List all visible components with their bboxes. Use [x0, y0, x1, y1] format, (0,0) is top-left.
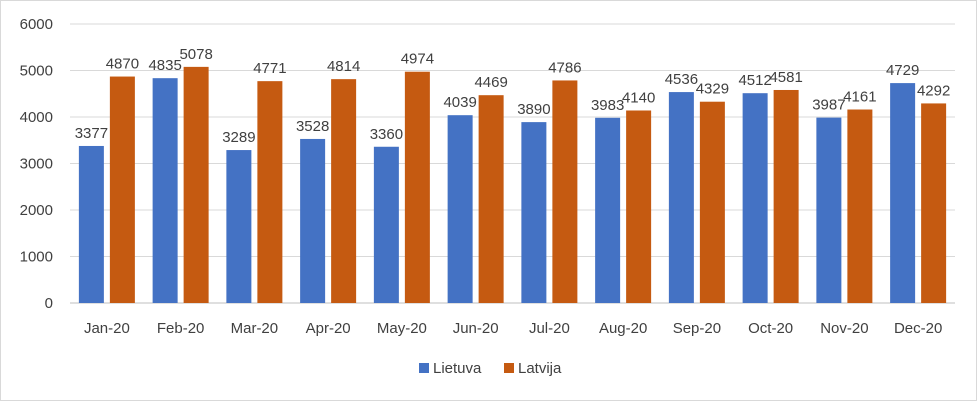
bar-latvija-feb-20 [183, 66, 209, 303]
y-axis-tick-labels: 0 1000 2000 3000 4000 5000 6000 [20, 16, 53, 312]
bar-lietuva-jul-20 [521, 122, 547, 304]
y-tick-label: 3000 [20, 156, 53, 173]
x-tick-label: Jul-20 [529, 320, 570, 337]
x-tick-label: Apr-20 [306, 320, 351, 337]
bar-lietuva-sep-20 [668, 92, 694, 304]
data-label: 4974 [401, 51, 434, 68]
x-tick-label: Nov-20 [820, 320, 868, 337]
x-tick-label: Feb-20 [157, 320, 205, 337]
bar-latvija-aug-20 [626, 110, 652, 304]
data-label: 4161 [843, 89, 876, 106]
legend-swatch-lietuva [419, 363, 429, 373]
bar-lietuva-may-20 [373, 146, 399, 303]
y-tick-label: 5000 [20, 63, 53, 80]
x-tick-label: Jan-20 [84, 320, 130, 337]
bar-latvija-apr-20 [331, 79, 357, 303]
legend-swatch-latvija [504, 363, 514, 373]
bar-latvija-oct-20 [773, 89, 799, 304]
data-label: 3360 [370, 126, 403, 143]
gridlines [70, 23, 955, 304]
data-label: 5078 [179, 46, 212, 63]
data-label: 4729 [886, 62, 919, 79]
data-label: 4771 [253, 60, 286, 77]
data-label: 4835 [148, 57, 181, 74]
data-label: 3289 [222, 129, 255, 146]
x-tick-label: Mar-20 [231, 320, 279, 337]
data-label: 4469 [474, 74, 507, 91]
data-label: 4329 [696, 81, 729, 98]
bar-lietuva-dec-20 [890, 83, 916, 303]
bar-lietuva-oct-20 [742, 93, 768, 303]
bar-latvija-jul-20 [552, 80, 578, 304]
data-label: 4039 [443, 94, 476, 111]
bar-latvija-may-20 [404, 71, 430, 303]
bar-latvija-jun-20 [478, 95, 504, 303]
legend-label-lietuva: Lietuva [433, 360, 482, 377]
x-tick-label: May-20 [377, 320, 427, 337]
bar-lietuva-jan-20 [78, 145, 104, 303]
x-tick-label: Aug-20 [599, 320, 647, 337]
data-label: 4512 [738, 72, 771, 89]
legend: Lietuva Latvija [419, 360, 562, 377]
data-label: 3983 [591, 97, 624, 114]
data-label: 3528 [296, 118, 329, 135]
legend-label-latvija: Latvija [518, 360, 562, 377]
bar-lietuva-nov-20 [816, 117, 842, 304]
data-label: 4536 [665, 71, 698, 88]
x-tick-label: Sep-20 [673, 320, 721, 337]
bar-lietuva-apr-20 [300, 138, 326, 303]
bar-latvija-mar-20 [257, 81, 283, 303]
data-label: 4581 [769, 69, 802, 86]
bar-latvija-dec-20 [921, 103, 947, 303]
data-label: 3890 [517, 101, 550, 118]
data-label: 3987 [812, 97, 845, 114]
bar-latvija-nov-20 [847, 109, 873, 304]
data-label: 4786 [548, 59, 581, 76]
bar-latvija-sep-20 [699, 101, 725, 303]
data-label: 4292 [917, 82, 950, 99]
data-label: 4140 [622, 89, 655, 106]
y-tick-label: 2000 [20, 202, 53, 219]
bar-lietuva-mar-20 [226, 150, 252, 303]
y-tick-label: 1000 [20, 249, 53, 266]
bar-lietuva-feb-20 [152, 78, 178, 303]
x-tick-label: Jun-20 [453, 320, 499, 337]
x-tick-label: Oct-20 [748, 320, 793, 337]
y-tick-label: 0 [45, 295, 53, 312]
y-tick-label: 4000 [20, 109, 53, 126]
data-label: 4870 [106, 56, 139, 73]
data-label: 3377 [75, 125, 108, 142]
bar-lietuva-jun-20 [447, 115, 473, 304]
x-axis-tick-labels: Jan-20 Feb-20 Mar-20 Apr-20 May-20 Jun-20 Jul-… [84, 320, 942, 337]
data-label: 4814 [327, 58, 360, 75]
y-tick-label: 6000 [20, 16, 53, 33]
bars [78, 66, 947, 304]
bar-latvija-jan-20 [109, 76, 135, 303]
bar-lietuva-aug-20 [595, 117, 621, 303]
x-tick-label: Dec-20 [894, 320, 942, 337]
